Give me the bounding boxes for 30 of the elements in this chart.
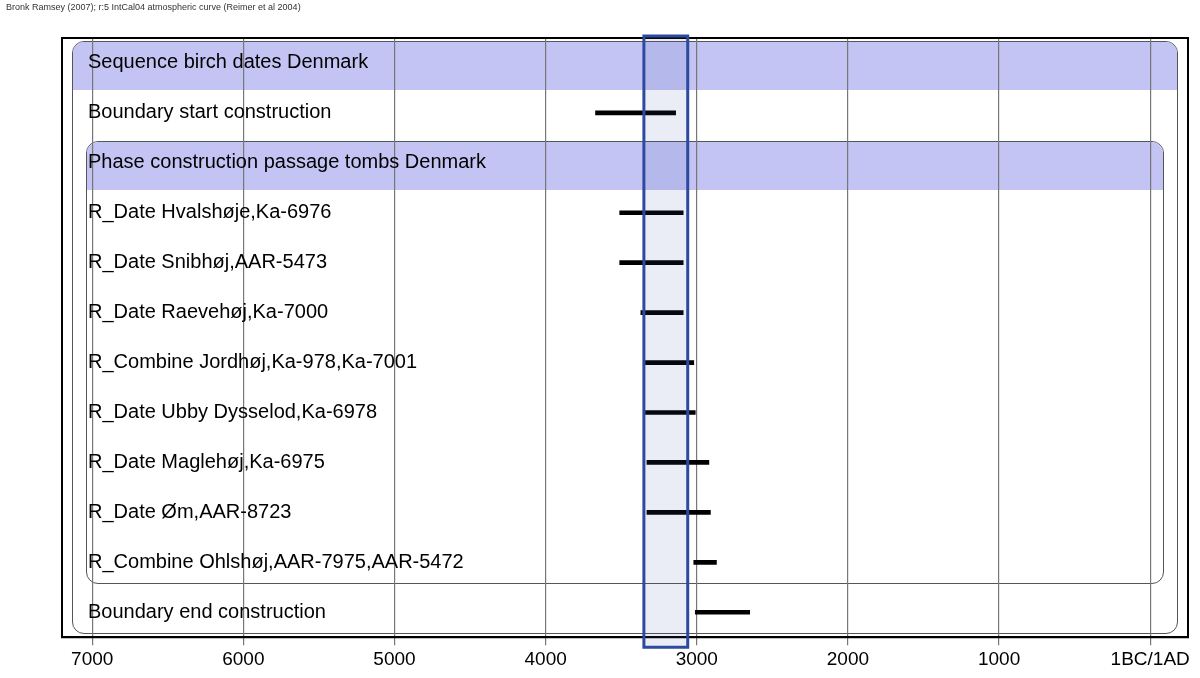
y-tick-label: R_Date Raevehøj,Ka-7000 xyxy=(88,300,329,324)
bar xyxy=(646,460,710,465)
bar xyxy=(694,609,751,615)
y-tick-label: R_Combine Ohlshøj,AAR-7975,AAR-5472 xyxy=(88,549,464,573)
x-tick-label: 1000 xyxy=(977,647,1021,669)
x-tick-label: 2000 xyxy=(826,647,870,669)
bar xyxy=(640,310,684,315)
bar xyxy=(619,260,684,266)
y-tick-label: R_Date Hvalshøje,Ka-6976 xyxy=(88,200,332,224)
x-tick-label: 6000 xyxy=(222,647,265,669)
bar xyxy=(693,559,717,565)
y-tick-label: R_Date Øm,AAR-8723 xyxy=(88,499,292,523)
text: Bronk Ramsey (2007); r:5 IntCal04 atmospheric curve (Reimer et al 2004) xyxy=(6,2,301,12)
y-tick-label: Boundary start construction xyxy=(88,100,332,123)
y-tick-label: Boundary end construction xyxy=(88,599,326,622)
bar xyxy=(645,410,696,415)
y-tick-label: R_Date Snibhøj,AAR-5473 xyxy=(88,250,328,274)
bar xyxy=(646,510,711,515)
x-tick-label: 1BC/1AD xyxy=(1110,647,1190,669)
x-tick-label: 3000 xyxy=(675,647,718,669)
y-tick-label: R_Date Maglehøj,Ka-6975 xyxy=(88,449,325,473)
x-tick-label: 7000 xyxy=(71,647,114,669)
bar xyxy=(645,360,695,365)
y-tick-label: R_Combine Jordhøj,Ka-978,Ka-7001 xyxy=(88,350,418,374)
y-tick-label: Phase construction passage tombs Denmark xyxy=(88,150,487,173)
bar xyxy=(619,210,684,216)
y-tick-label: Sequence birch dates Denmark xyxy=(88,50,370,73)
y-tick-label: R_Date Ubby Dysselod,Ka-6978 xyxy=(88,400,378,424)
x-tick-label: 5000 xyxy=(373,647,416,669)
x-tick-label: 4000 xyxy=(524,647,567,669)
